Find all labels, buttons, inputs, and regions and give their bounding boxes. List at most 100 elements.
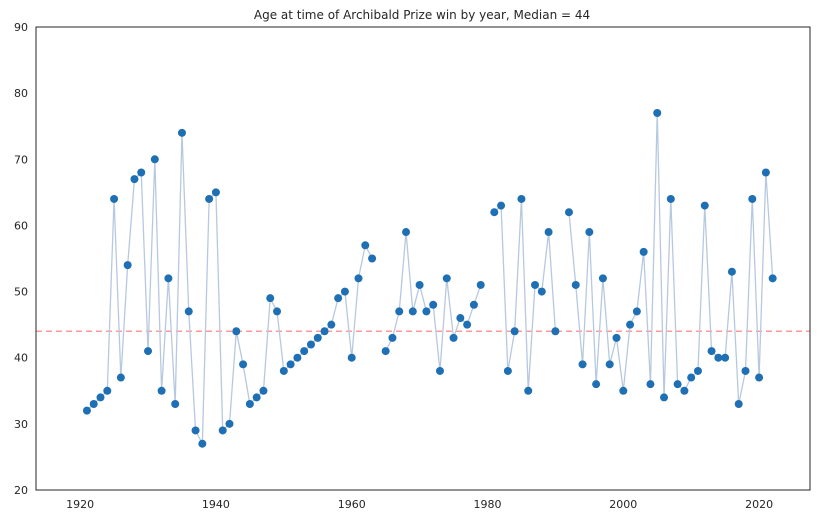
data-point xyxy=(564,208,573,217)
series-line xyxy=(86,112,774,444)
data-point xyxy=(245,400,254,409)
data-point xyxy=(761,168,770,177)
data-point xyxy=(334,294,343,303)
data-point xyxy=(171,400,180,409)
data-point xyxy=(130,175,139,184)
data-point xyxy=(598,274,607,283)
data-point xyxy=(727,267,736,276)
data-point xyxy=(755,373,764,382)
data-point xyxy=(503,366,512,375)
y-tick-label: 30 xyxy=(14,418,28,431)
data-point xyxy=(225,419,234,428)
data-point xyxy=(82,406,91,415)
data-point xyxy=(422,307,431,316)
data-point xyxy=(673,380,682,389)
plot-area xyxy=(36,108,810,448)
x-tick-label: 1960 xyxy=(338,498,366,511)
data-point xyxy=(157,386,166,395)
data-point xyxy=(714,353,723,362)
data-point xyxy=(320,327,329,336)
data-point xyxy=(103,386,112,395)
data-point xyxy=(612,333,621,342)
data-point xyxy=(150,155,159,164)
x-tick-label: 1920 xyxy=(66,498,94,511)
data-point xyxy=(680,386,689,395)
data-point xyxy=(646,380,655,389)
y-tick-label: 40 xyxy=(14,352,28,365)
data-point xyxy=(300,347,309,356)
y-tick-label: 50 xyxy=(14,286,28,299)
data-point xyxy=(442,274,451,283)
data-point xyxy=(388,333,397,342)
data-point xyxy=(266,294,275,303)
y-tick-label: 60 xyxy=(14,219,28,232)
data-point xyxy=(164,274,173,283)
data-point xyxy=(198,439,207,448)
data-point xyxy=(734,400,743,409)
data-point xyxy=(544,228,553,237)
data-point xyxy=(632,307,641,316)
plot-frame xyxy=(35,26,811,491)
data-point xyxy=(531,280,540,289)
data-point xyxy=(741,366,750,375)
data-point xyxy=(626,320,635,329)
data-point xyxy=(137,168,146,177)
data-point xyxy=(218,426,227,435)
data-point xyxy=(687,373,696,382)
data-point xyxy=(239,360,248,369)
data-point xyxy=(497,201,506,210)
data-point xyxy=(415,280,424,289)
data-point xyxy=(402,228,411,237)
data-point xyxy=(449,333,458,342)
x-tick-label: 2000 xyxy=(609,498,637,511)
data-point xyxy=(89,400,98,409)
data-point xyxy=(293,353,302,362)
data-point xyxy=(721,353,730,362)
data-point xyxy=(463,320,472,329)
data-point xyxy=(469,300,478,309)
data-point xyxy=(537,287,546,296)
data-point xyxy=(232,327,241,336)
data-point xyxy=(476,280,485,289)
data-point xyxy=(490,208,499,217)
data-point xyxy=(211,188,220,197)
data-point xyxy=(306,340,315,349)
data-point xyxy=(327,320,336,329)
data-point xyxy=(693,366,702,375)
data-point xyxy=(368,254,377,263)
data-point xyxy=(666,194,675,203)
data-point xyxy=(578,360,587,369)
data-point xyxy=(177,128,186,137)
data-point xyxy=(510,327,519,336)
data-point xyxy=(748,194,757,203)
data-point xyxy=(313,333,322,342)
x-tick-label: 1980 xyxy=(474,498,502,511)
data-point xyxy=(700,201,709,210)
data-point xyxy=(592,380,601,389)
data-point xyxy=(286,360,295,369)
data-point xyxy=(435,366,444,375)
data-point xyxy=(605,360,614,369)
data-point xyxy=(456,314,465,323)
data-point xyxy=(429,300,438,309)
x-tick-label: 1940 xyxy=(202,498,230,511)
data-point xyxy=(123,261,132,270)
data-point xyxy=(653,108,662,117)
data-point xyxy=(639,247,648,256)
data-point xyxy=(395,307,404,316)
data-point xyxy=(361,241,370,250)
y-tick-label: 80 xyxy=(14,87,28,100)
data-point xyxy=(340,287,349,296)
data-point xyxy=(252,393,261,402)
data-point xyxy=(551,327,560,336)
data-point xyxy=(184,307,193,316)
data-point xyxy=(408,307,417,316)
data-point xyxy=(517,194,526,203)
y-tick-label: 90 xyxy=(14,21,28,34)
data-point xyxy=(707,347,716,356)
data-point xyxy=(768,274,777,283)
data-point xyxy=(116,373,125,382)
chart-title: Age at time of Archibald Prize win by ye… xyxy=(254,8,590,22)
y-tick-label: 70 xyxy=(14,153,28,166)
